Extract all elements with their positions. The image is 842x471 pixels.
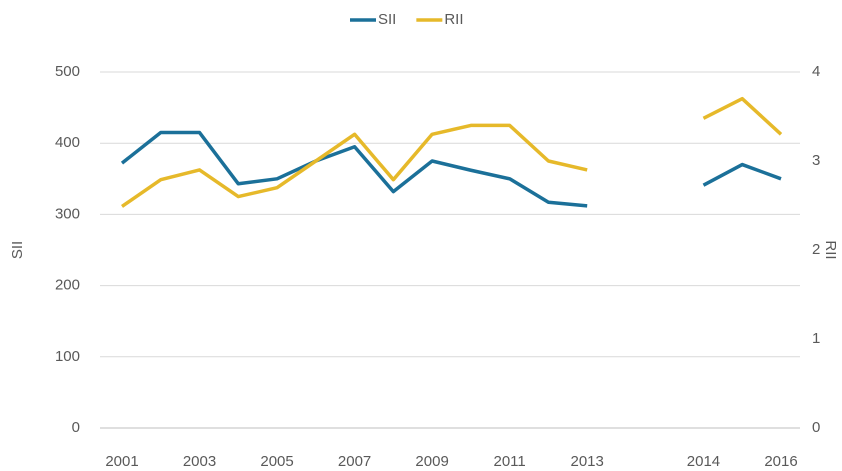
x-tick-label: 2011 bbox=[494, 453, 526, 470]
x-tick-label: 2005 bbox=[260, 453, 293, 470]
y-axis-title: SII bbox=[9, 241, 26, 259]
y2-tick-label: 4 bbox=[812, 63, 820, 80]
series-line bbox=[121, 96, 783, 208]
x-tick-label: 2016 bbox=[764, 453, 797, 470]
x-tick-label: 2007 bbox=[338, 453, 371, 470]
y2-tick-label: 2 bbox=[812, 241, 820, 258]
series-line bbox=[120, 130, 782, 208]
x-tick-label: 2009 bbox=[415, 453, 448, 470]
legend-label: SII bbox=[378, 11, 396, 28]
y2-tick-label: 1 bbox=[812, 330, 820, 347]
x-tick-label: 2014 bbox=[687, 453, 720, 470]
y-tick-label: 100 bbox=[55, 348, 80, 365]
legend-label: RII bbox=[444, 11, 463, 28]
x-tick-label: 2013 bbox=[570, 453, 603, 470]
y-tick-label: 400 bbox=[55, 134, 80, 151]
x-tick-label: 2001 bbox=[105, 453, 138, 470]
x-tick-label: 2003 bbox=[183, 453, 216, 470]
y-tick-label: 300 bbox=[55, 205, 80, 222]
y2-tick-label: 3 bbox=[812, 152, 820, 169]
y-tick-label: 0 bbox=[72, 419, 80, 436]
y2-axis-title: RII bbox=[822, 240, 839, 259]
y2-tick-label: 0 bbox=[812, 419, 820, 436]
y-tick-label: 200 bbox=[55, 277, 80, 294]
y-tick-label: 500 bbox=[55, 63, 80, 80]
